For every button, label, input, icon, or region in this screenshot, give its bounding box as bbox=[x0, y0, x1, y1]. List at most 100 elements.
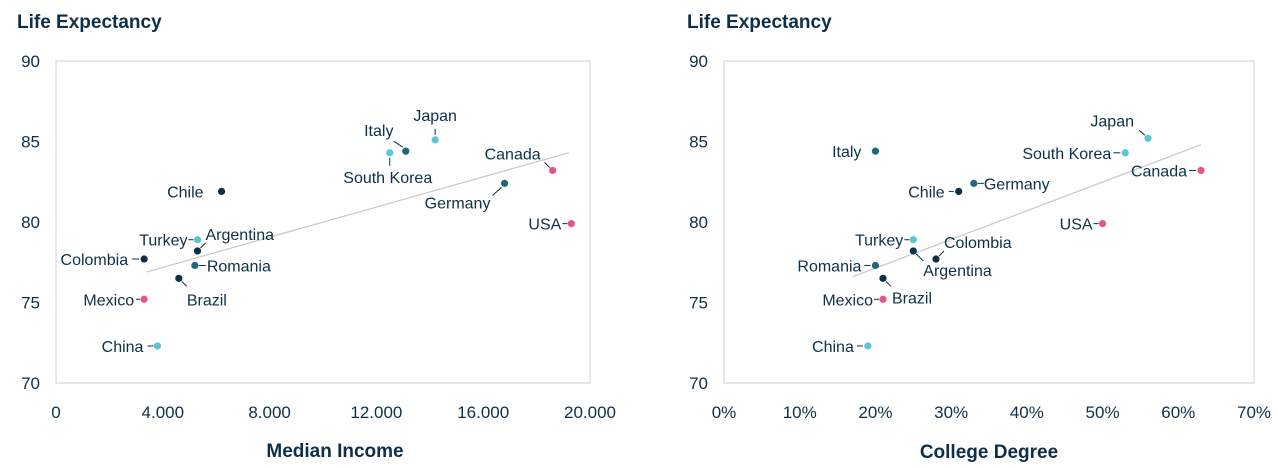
income-label-argentina: Argentina bbox=[206, 227, 275, 244]
income-label-usa: USA bbox=[528, 217, 561, 234]
college-label-china: China bbox=[812, 339, 854, 356]
college-point-argentina bbox=[909, 247, 917, 255]
college-y-tick-label: 75 bbox=[689, 294, 708, 313]
income-chart: Life Expectancy 70 75 80 85 90 0 4.000 8.000 12… bbox=[17, 12, 616, 462]
college-leader-japan bbox=[1138, 129, 1146, 136]
college-x-tick-label: 60% bbox=[1161, 403, 1195, 422]
income-x-axis-label: Median Income bbox=[266, 441, 403, 462]
college-point-china bbox=[864, 342, 872, 350]
college-label-japan: Japan bbox=[1090, 113, 1134, 130]
college-y-tick-label: 90 bbox=[689, 52, 708, 71]
college-x-tick-label: 40% bbox=[1010, 403, 1044, 422]
college-label-italy: Italy bbox=[832, 144, 861, 161]
college-label-mexico: Mexico bbox=[822, 292, 873, 309]
income-label-brazil: Brazil bbox=[187, 292, 227, 309]
college-label-chile: Chile bbox=[908, 184, 945, 201]
income-point-argentina bbox=[193, 247, 202, 255]
college-point-usa bbox=[1098, 220, 1107, 228]
college-leader-brazil bbox=[885, 280, 892, 287]
income-leader-brazil bbox=[181, 280, 188, 287]
college-point-turkey bbox=[909, 236, 917, 244]
income-y-tick-label: 80 bbox=[21, 213, 40, 232]
college-trendline bbox=[852, 144, 1202, 278]
college-x-tick-label: 0% bbox=[712, 403, 737, 422]
income-leader-argentina bbox=[200, 242, 206, 249]
income-y-tick-label: 70 bbox=[21, 374, 40, 393]
income-y-tick-label: 75 bbox=[21, 294, 40, 313]
college-y-tick-label: 85 bbox=[689, 133, 708, 152]
income-x-tick-label: 16.000 bbox=[457, 403, 509, 422]
income-label-south-korea: South Korea bbox=[343, 170, 432, 187]
college-leader-argentina bbox=[915, 253, 924, 262]
income-point-usa bbox=[567, 220, 575, 228]
income-point-chile bbox=[217, 187, 226, 196]
income-trendline bbox=[146, 152, 569, 273]
income-y-tick-label: 85 bbox=[21, 133, 40, 152]
income-label-colombia: Colombia bbox=[61, 252, 129, 269]
income-point-germany bbox=[500, 179, 509, 187]
income-point-brazil bbox=[175, 274, 183, 282]
income-y-tick-label: 90 bbox=[21, 52, 40, 71]
college-chart-title: Life Expectancy bbox=[687, 12, 832, 33]
college-point-japan bbox=[1144, 134, 1152, 142]
college-leader-colombia bbox=[938, 250, 945, 257]
college-x-tick-label: 30% bbox=[934, 403, 968, 422]
college-label-brazil: Brazil bbox=[892, 290, 932, 307]
income-x-tick-label: 4.000 bbox=[142, 403, 185, 422]
income-point-mexico bbox=[140, 295, 148, 303]
college-point-italy bbox=[871, 147, 880, 155]
college-label-colombia: Colombia bbox=[944, 235, 1012, 252]
income-point-italy bbox=[402, 147, 410, 155]
income-label-china: China bbox=[102, 339, 144, 356]
income-point-south-korea bbox=[386, 149, 394, 157]
college-label-germany: Germany bbox=[984, 176, 1050, 193]
income-leader-italy bbox=[393, 140, 404, 148]
college-point-mexico bbox=[879, 295, 887, 303]
income-label-japan: Japan bbox=[413, 108, 457, 125]
college-label-romania: Romania bbox=[797, 258, 861, 275]
college-point-chile bbox=[955, 187, 963, 196]
income-point-turkey bbox=[193, 236, 202, 244]
college-label-canada: Canada bbox=[1131, 163, 1187, 180]
college-point-south-korea bbox=[1121, 149, 1129, 157]
income-point-canada bbox=[549, 166, 557, 175]
income-point-colombia bbox=[140, 255, 148, 263]
college-label-turkey: Turkey bbox=[855, 233, 903, 250]
income-label-germany: Germany bbox=[425, 195, 491, 212]
income-plot-frame bbox=[55, 60, 591, 384]
college-point-germany bbox=[970, 179, 978, 187]
income-chart-title: Life Expectancy bbox=[17, 12, 162, 33]
income-x-tick-label: 12.000 bbox=[350, 403, 402, 422]
income-label-romania: Romania bbox=[207, 258, 271, 275]
college-y-tick-label: 70 bbox=[689, 374, 708, 393]
college-label-south-korea: South Korea bbox=[1022, 146, 1111, 163]
income-label-canada: Canada bbox=[485, 146, 541, 163]
college-y-tick-label: 80 bbox=[689, 213, 708, 232]
college-x-tick-label: 70% bbox=[1237, 403, 1271, 422]
college-x-tick-label: 10% bbox=[783, 403, 817, 422]
college-point-brazil bbox=[879, 274, 887, 282]
income-point-romania bbox=[191, 261, 199, 270]
income-x-tick-label: 20.000 bbox=[564, 403, 616, 422]
college-x-tick-label: 50% bbox=[1086, 403, 1120, 422]
college-x-tick-label: 20% bbox=[858, 403, 892, 422]
income-leader-germany bbox=[492, 186, 502, 196]
income-leader-canada bbox=[544, 162, 550, 168]
college-point-canada bbox=[1197, 166, 1205, 175]
college-point-romania bbox=[871, 261, 880, 270]
income-point-china bbox=[153, 342, 162, 350]
income-label-italy: Italy bbox=[364, 123, 393, 140]
college-point-colombia bbox=[932, 255, 940, 263]
income-label-chile: Chile bbox=[167, 184, 204, 201]
income-x-tick-label: 0 bbox=[51, 403, 60, 422]
college-plot-frame bbox=[723, 60, 1255, 384]
college-x-axis-label: College Degree bbox=[920, 442, 1058, 463]
income-label-mexico: Mexico bbox=[83, 292, 134, 309]
college-label-usa: USA bbox=[1060, 217, 1093, 234]
income-label-turkey: Turkey bbox=[139, 233, 187, 250]
college-chart: Life Expectancy 70 75 80 85 90 0% 10% 20% 30% 40… bbox=[687, 12, 1271, 463]
college-label-argentina: Argentina bbox=[923, 263, 992, 280]
income-x-tick-label: 8.000 bbox=[248, 403, 291, 422]
income-point-japan bbox=[431, 136, 439, 144]
